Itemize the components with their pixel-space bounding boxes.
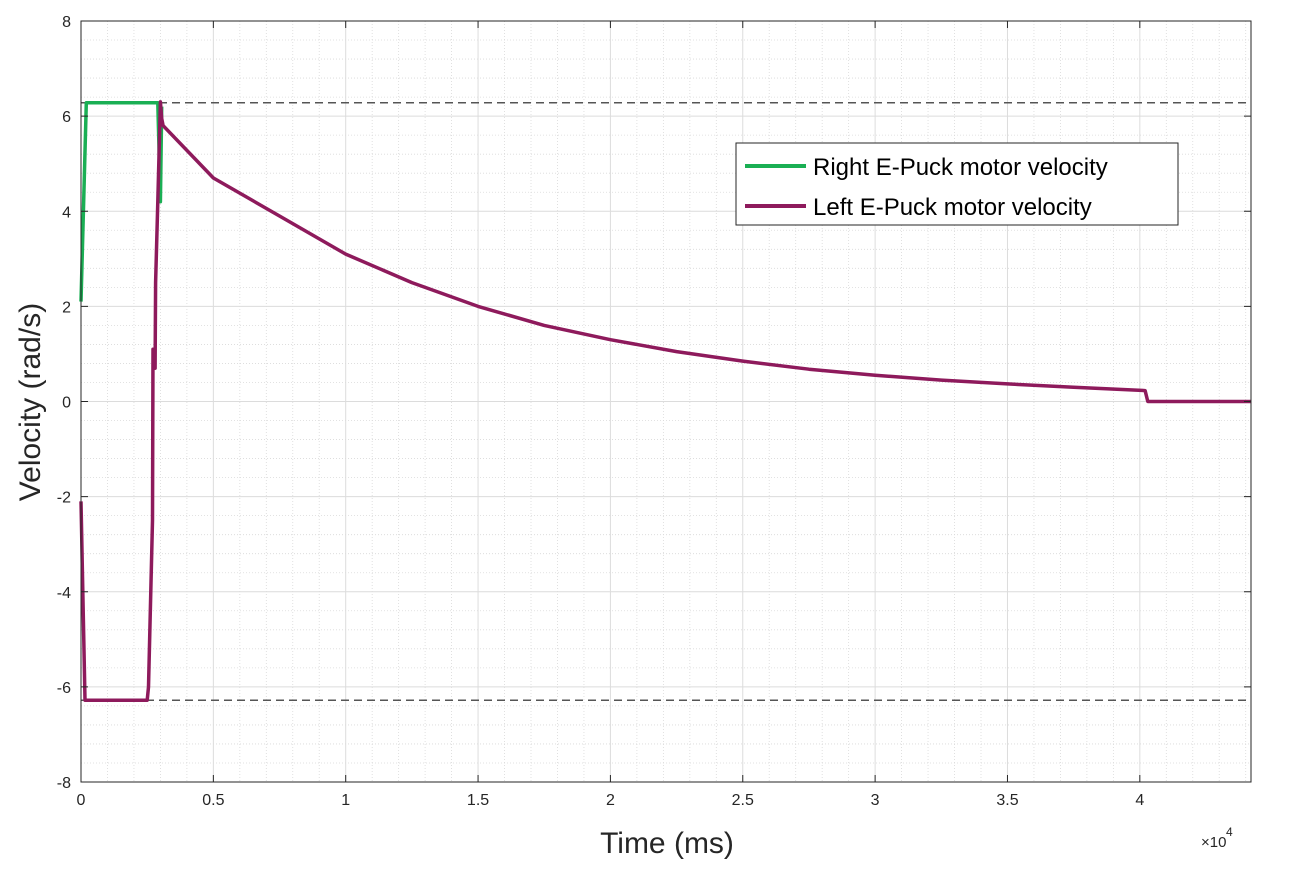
legend-label-left-motor: Left E-Puck motor velocity bbox=[813, 194, 1092, 221]
y-tick-label: 4 bbox=[62, 204, 71, 221]
y-tick-label: 8 bbox=[62, 14, 71, 31]
y-tick-label: 0 bbox=[62, 395, 71, 412]
x-tick-labels: 0 0.5 1 1.5 2 2.5 3 3.5 4 bbox=[77, 792, 1145, 809]
x-multiplier-base: ×10 bbox=[1201, 834, 1226, 851]
series-line-0 bbox=[79, 101, 164, 302]
x-multiplier-exponent: 4 bbox=[1226, 825, 1233, 839]
legend-label-right-motor: Right E-Puck motor velocity bbox=[813, 154, 1108, 181]
y-axis-title: Velocity (rad/s) bbox=[14, 303, 47, 501]
x-axis-title: Time (ms) bbox=[600, 827, 734, 860]
x-tick-label: 2.5 bbox=[732, 792, 754, 809]
x-tick-label: 4 bbox=[1135, 792, 1144, 809]
x-tick-label: 1 bbox=[341, 792, 350, 809]
y-tick-label: 2 bbox=[62, 299, 71, 316]
y-tick-labels: -8 -6 -4 -2 0 2 4 6 8 bbox=[57, 14, 71, 792]
y-tick-label: -8 bbox=[57, 775, 71, 792]
x-tick-label: 3.5 bbox=[996, 792, 1018, 809]
y-tick-label: -6 bbox=[57, 680, 71, 697]
axis-ticks bbox=[80, 20, 1251, 783]
reference-lines bbox=[81, 102, 1251, 701]
y-tick-label: 6 bbox=[62, 109, 71, 126]
x-tick-label: 1.5 bbox=[467, 792, 489, 809]
x-axis-multiplier: ×10 4 bbox=[1201, 825, 1233, 851]
x-tick-label: 0 bbox=[77, 792, 86, 809]
y-tick-label: -2 bbox=[57, 490, 71, 507]
y-tick-label: -4 bbox=[57, 585, 71, 602]
x-tick-label: 3 bbox=[871, 792, 880, 809]
legend-box bbox=[735, 142, 1179, 226]
legend: Right E-Puck motor velocity Left E-Puck … bbox=[735, 142, 1179, 226]
series-layer bbox=[79, 100, 1251, 702]
x-tick-label: 0.5 bbox=[202, 792, 224, 809]
x-tick-label: 2 bbox=[606, 792, 615, 809]
series-line-1 bbox=[79, 100, 1251, 702]
